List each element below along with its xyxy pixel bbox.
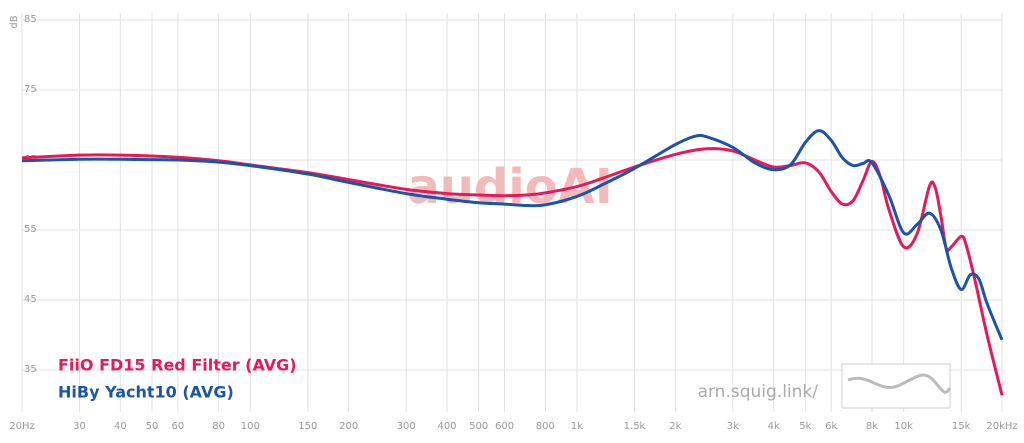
grid: 20Hz 30 40 50 60 80 100 150 200 300 400 500 600 800 1k… xyxy=(9,13,1018,432)
legend-entry: HiBy Yacht10 (AVG) xyxy=(58,383,234,402)
x-tick-label: 100 xyxy=(241,421,260,432)
logo xyxy=(841,363,952,409)
legend-entry: FiiO FD15 Red Filter (AVG) xyxy=(58,356,297,375)
x-tick-label: 400 xyxy=(437,421,456,432)
x-tick-label: 200 xyxy=(339,421,358,432)
x-tick-label: 150 xyxy=(298,421,317,432)
y-tick-label: 75 xyxy=(24,84,37,95)
x-tick-label: 4k xyxy=(768,421,780,432)
x-tick-label: 8k xyxy=(866,421,878,432)
y-tick-label: 45 xyxy=(24,294,37,305)
x-tick-label: 1.5k xyxy=(624,421,646,432)
x-tick-label: 20kHz xyxy=(986,421,1017,432)
watermark: audioAI xyxy=(407,159,612,215)
x-tick-label: 10k xyxy=(894,421,913,432)
y-axis-label: dB xyxy=(9,15,20,28)
x-tick-label: 80 xyxy=(212,421,225,432)
series-line xyxy=(21,129,1004,341)
y-tick-label: 85 xyxy=(24,14,37,25)
x-tick-label: 2k xyxy=(669,421,681,432)
x-tick-label: 800 xyxy=(536,421,555,432)
logo-wave xyxy=(847,373,952,394)
site-label: arn.squig.link/ xyxy=(698,382,819,402)
y-tick-label: 55 xyxy=(24,224,37,235)
y-tick-label: 35 xyxy=(24,364,37,375)
x-tick-label: 5k xyxy=(799,421,811,432)
x-tick-label: 40 xyxy=(114,421,127,432)
series-line xyxy=(21,147,1004,396)
x-tick-label: 50 xyxy=(146,421,159,432)
x-tick-label: 15k xyxy=(952,421,971,432)
x-tick-label: 300 xyxy=(397,421,416,432)
x-tick-label: 3k xyxy=(727,421,739,432)
x-tick-label: 30 xyxy=(73,421,86,432)
x-tick-label: 1k xyxy=(571,421,583,432)
x-tick-label: 20Hz xyxy=(9,421,35,432)
x-tick-label: 6k xyxy=(825,421,837,432)
x-tick-label: 60 xyxy=(171,421,184,432)
x-tick-label: 500 xyxy=(469,421,488,432)
x-tick-label: 600 xyxy=(495,421,514,432)
